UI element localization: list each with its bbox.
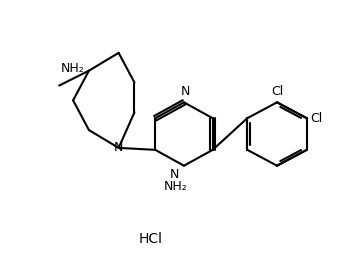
Text: HCl: HCl <box>138 232 162 246</box>
Text: NH₂: NH₂ <box>61 62 85 75</box>
Text: N: N <box>170 168 179 181</box>
Text: NH₂: NH₂ <box>164 180 188 192</box>
Text: N: N <box>180 85 190 98</box>
Text: Cl: Cl <box>271 85 283 98</box>
Text: N: N <box>114 141 123 155</box>
Text: Cl: Cl <box>311 112 323 125</box>
